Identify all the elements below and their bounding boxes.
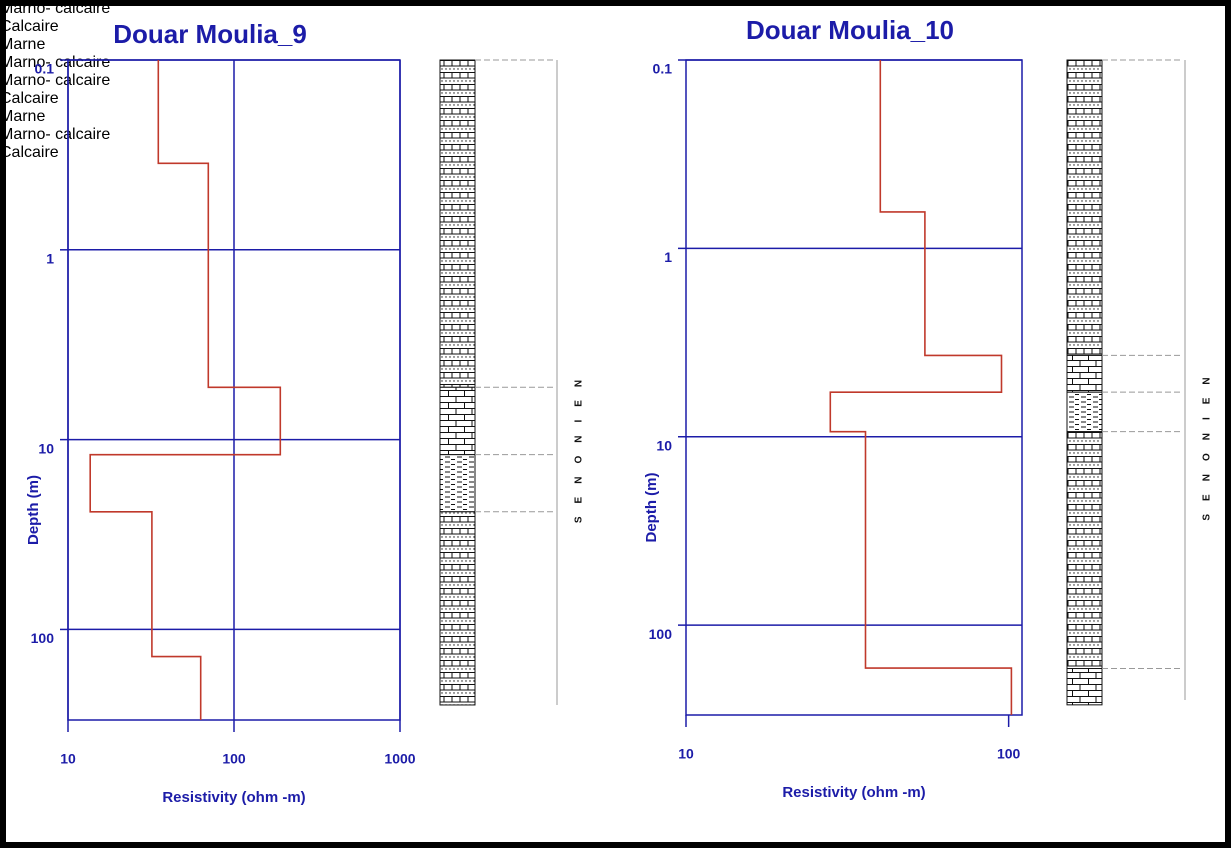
- formation-label: SENONIEN: [1202, 364, 1213, 520]
- y-tick-label: 0.1: [35, 61, 55, 77]
- x-tick-label: 10: [60, 751, 76, 767]
- lithology-layer: [439, 454, 476, 513]
- x-tick-label: 10: [678, 746, 694, 762]
- x-tick-label: 100: [997, 746, 1021, 762]
- y-axis-label: Depth (m): [643, 473, 660, 543]
- lithology-layer: [1066, 431, 1103, 670]
- lithology-label: Calcaire: [0, 90, 59, 107]
- y-axis-label: Depth (m): [25, 475, 42, 545]
- lithology-layer: [1066, 391, 1103, 433]
- y-tick-label: 100: [649, 626, 673, 642]
- lithology-layer: [1066, 668, 1103, 706]
- y-tick-label: 10: [38, 440, 54, 456]
- y-tick-label: 0.1: [653, 61, 673, 77]
- data-line: [829, 60, 1013, 715]
- x-axis-label: Resistivity (ohm -m): [162, 789, 305, 806]
- chart-title: Douar Moulia_10: [746, 15, 954, 45]
- lithology-label: Marno- calcaire: [0, 54, 111, 71]
- lithology-layer: [439, 386, 476, 456]
- x-axis-label: Resistivity (ohm -m): [782, 784, 925, 801]
- data-line: [89, 60, 282, 720]
- formation-label: SENONIEN: [574, 367, 585, 523]
- lithology-layer: [1066, 354, 1103, 393]
- lithology-label: Marne: [0, 108, 46, 125]
- lithology-label: Marne: [0, 36, 46, 53]
- y-tick-label: 1: [46, 251, 54, 267]
- lithology-layer: [439, 59, 476, 388]
- y-tick-label: 1: [664, 249, 672, 265]
- x-tick-label: 100: [222, 751, 246, 767]
- lithology-layer: [439, 511, 476, 706]
- lithology-label: Calcaire: [0, 18, 59, 35]
- lithology-label: Marno- calcaire: [0, 72, 111, 89]
- y-tick-label: 100: [31, 630, 55, 646]
- plot-frame: [685, 59, 1023, 716]
- lithology-label: Calcaire: [0, 144, 59, 161]
- chart-title: Douar Moulia_9: [113, 19, 307, 49]
- lithology-layer: [1066, 59, 1103, 356]
- lithology-label: Marno- calcaire: [0, 126, 111, 143]
- y-tick-label: 10: [656, 437, 672, 453]
- x-tick-label: 1000: [384, 751, 415, 767]
